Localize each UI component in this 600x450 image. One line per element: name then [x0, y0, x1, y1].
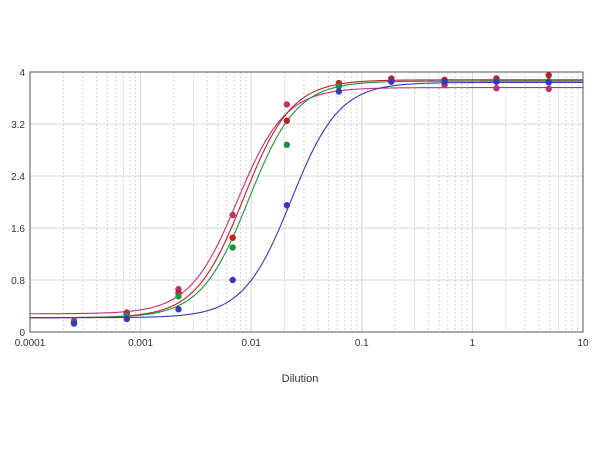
- data-point: [441, 78, 448, 85]
- x-axis-title: Dilution: [281, 373, 319, 385]
- x-tick-label: 0.01: [241, 338, 261, 349]
- x-tick-label: 0.0001: [15, 338, 46, 349]
- x-tick-label: 0.001: [128, 338, 153, 349]
- data-point: [70, 320, 78, 327]
- data-point: [283, 117, 291, 124]
- fit-curves: [29, 79, 583, 319]
- data-points: [70, 72, 552, 327]
- x-tick-label: 10: [577, 338, 589, 349]
- data-point: [283, 101, 291, 108]
- data-point: [545, 79, 552, 86]
- fit-curve: [30, 81, 583, 319]
- data-point: [123, 315, 130, 323]
- data-point: [493, 85, 500, 92]
- data-point: [545, 72, 552, 79]
- x-tick-label: 1: [470, 338, 476, 349]
- data-point: [283, 202, 291, 209]
- y-tick-label: 0.8: [11, 276, 25, 287]
- x-tick-labels: 0.0001 0.001 0.01 0.1 1 10: [15, 338, 589, 349]
- data-point: [229, 211, 236, 219]
- data-point: [175, 306, 182, 313]
- data-point: [229, 276, 236, 284]
- data-point: [388, 77, 395, 85]
- data-point: [335, 83, 343, 90]
- y-tick-label: 4: [19, 68, 25, 79]
- data-point: [229, 244, 236, 251]
- data-point: [493, 78, 500, 85]
- data-point: [175, 293, 182, 300]
- x-tick-label: 0.1: [355, 338, 369, 349]
- data-point: [229, 234, 236, 241]
- y-tick-label: 3.2: [11, 120, 25, 131]
- y-tick-label: 1.6: [11, 224, 25, 235]
- fit-curve: [30, 80, 583, 319]
- plot-frame: [29, 71, 584, 333]
- data-point: [283, 141, 291, 148]
- y-tick-label: 0: [19, 328, 25, 339]
- fit-curve: [30, 87, 583, 315]
- data-point: [545, 85, 552, 93]
- y-tick-labels: 0 0.8 1.6 2.4 3.2 4: [11, 68, 25, 339]
- data-point: [335, 88, 343, 95]
- fit-curve: [29, 79, 583, 319]
- grid-layer: [30, 72, 583, 332]
- y-tick-label: 2.4: [11, 172, 25, 183]
